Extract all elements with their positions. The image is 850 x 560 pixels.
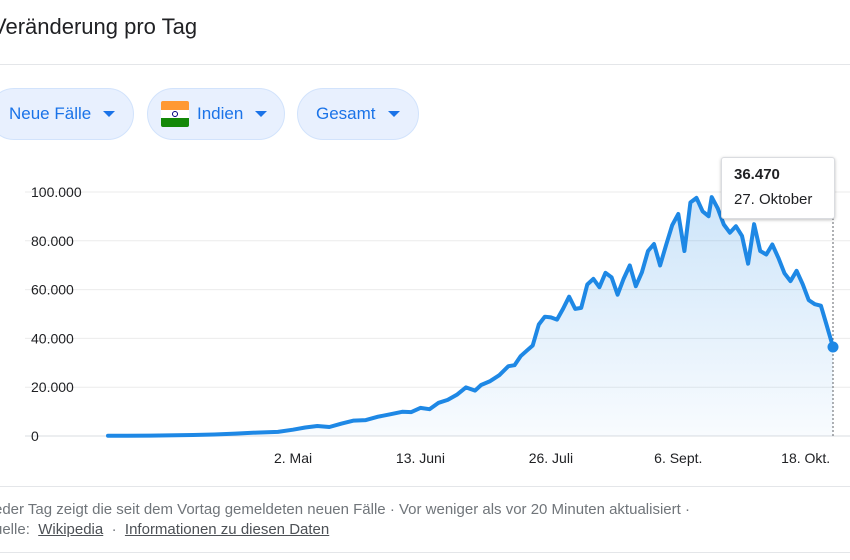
- data-info-link[interactable]: Informationen zu diesen Daten: [124, 521, 330, 538]
- footer-divider: [0, 486, 850, 487]
- y-tick-label: 20.000: [31, 379, 74, 395]
- x-tick-label: 26. Juli: [529, 450, 573, 466]
- y-tick-label: 40.000: [31, 330, 74, 346]
- footer-description: eder Tag zeigt die seit dem Vortag gemel…: [0, 501, 690, 518]
- y-tick-label: 100.000: [31, 184, 82, 200]
- chevron-down-icon: [255, 111, 268, 117]
- y-tick-label: 60.000: [31, 282, 74, 298]
- highlight-point[interactable]: [827, 341, 839, 353]
- chevron-down-icon: [387, 111, 400, 117]
- metric-dropdown[interactable]: Neue Fälle: [0, 88, 134, 140]
- india-flag-icon: [161, 101, 189, 127]
- tooltip-date: 27. Oktober: [734, 191, 813, 208]
- chevron-down-icon: [103, 111, 116, 117]
- series-area: [108, 197, 833, 436]
- header-divider: [0, 64, 850, 65]
- series-line: [106, 195, 835, 438]
- x-tick-label: 6. Sept.: [654, 450, 702, 466]
- scope-dropdown[interactable]: Gesamt: [297, 88, 419, 140]
- y-tick-label: 0: [31, 428, 39, 444]
- scope-dropdown-label: Gesamt: [316, 104, 376, 123]
- region-dropdown-label: Indien: [197, 104, 244, 123]
- x-tick-label: 13. Juni: [396, 450, 445, 466]
- region-dropdown[interactable]: Indien: [147, 88, 285, 140]
- page-title: Veränderung pro Tag: [0, 14, 198, 39]
- metric-dropdown-label: Neue Fälle: [9, 104, 92, 123]
- chart-tooltip: 36.470 27. Oktober: [721, 157, 835, 219]
- y-tick-label: 80.000: [31, 233, 74, 249]
- x-tick-label: 18. Okt.: [781, 450, 830, 466]
- x-tick-label: 2. Mai: [274, 450, 312, 466]
- bottom-divider: [0, 552, 850, 553]
- daily-cases-chart[interactable]: 0 20.000 40.000 60.000 80.000 100.000 2. Mai 1…: [0, 0, 850, 480]
- footer-source-prefix: uelle:: [0, 521, 30, 538]
- wikipedia-link[interactable]: Wikipedia: [38, 521, 104, 538]
- footer-info: eder Tag zeigt die seit dem Vortag gemel…: [0, 500, 690, 540]
- footer-separator: ·: [111, 521, 117, 538]
- tooltip-value: 36.470: [734, 166, 780, 183]
